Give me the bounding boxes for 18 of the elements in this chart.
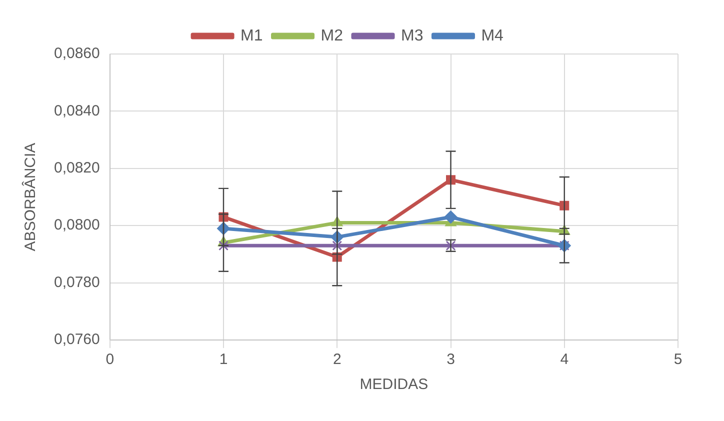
- x-tick-label: 3: [446, 351, 455, 368]
- legend-label: M1: [240, 27, 263, 44]
- legend-label: M3: [401, 27, 424, 44]
- y-axis-title: ABSORBÂNCIA: [21, 142, 40, 252]
- legend-label: M4: [481, 27, 504, 44]
- y-tick-label: 0,0860: [54, 45, 100, 62]
- x-tick-label: 5: [674, 351, 682, 368]
- x-tick-label: 2: [332, 351, 342, 368]
- y-tick-label: 0,0780: [54, 274, 100, 291]
- x-tick-label: 4: [560, 351, 569, 368]
- x-tick-label: 0: [106, 351, 114, 368]
- x-axis-title: MEDIDAS: [360, 376, 428, 394]
- y-tick-label: 0,0760: [54, 331, 100, 348]
- y-tick-label: 0,0820: [54, 160, 100, 177]
- legend-label: M2: [320, 27, 344, 44]
- x-tick-label: 1: [219, 351, 228, 368]
- y-tick-label: 0,0800: [54, 216, 100, 234]
- y-tick-label: 0,0840: [54, 102, 100, 120]
